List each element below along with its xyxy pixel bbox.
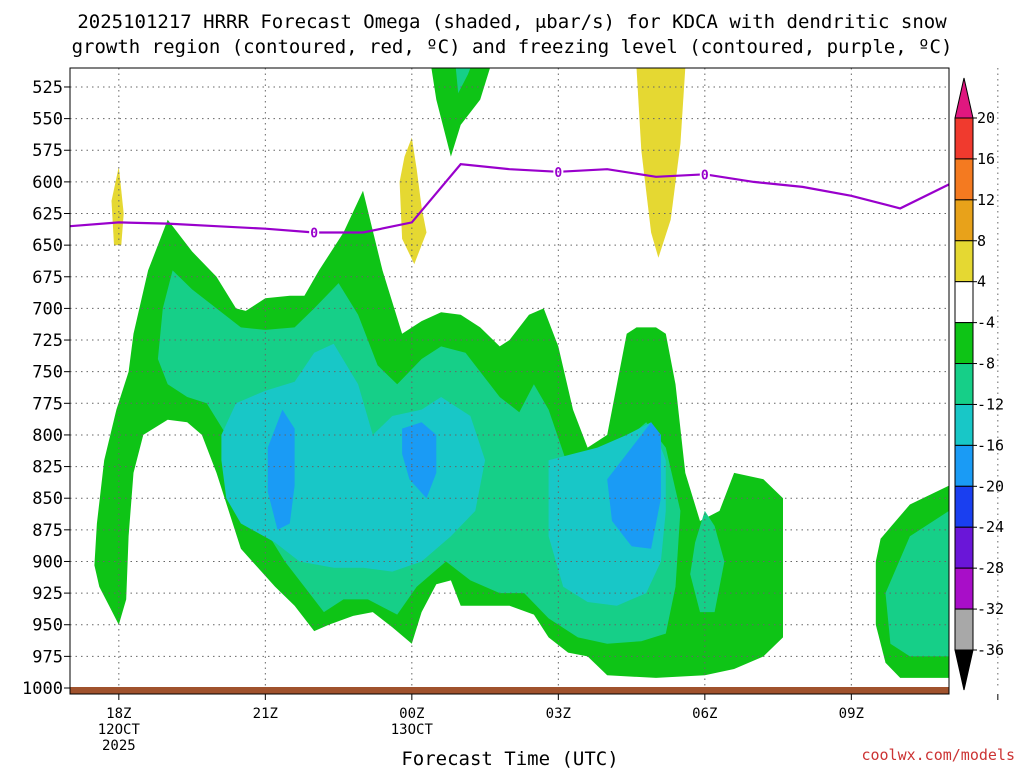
grid-lines [70, 68, 999, 689]
omega-colorbar: 20 16 12 8 4 -4 -8 -12 -16 -20 -24 -28 -32 -36 [954, 77, 1004, 691]
chart-title-line-1: 2025101217 HRRR Forecast Omega (shaded, … [77, 11, 947, 33]
y-tick-label-750: 750 [32, 363, 63, 383]
pressure-axis: 525 550 575 600 625 650 675 700 725 750 775 800 825 8… [22, 78, 70, 699]
colorbar-label-12: -32 [977, 600, 1004, 618]
colorbar-bin-1 [954, 117, 974, 160]
y-tick-label-850: 850 [32, 489, 63, 509]
y-tick-label-925: 925 [32, 584, 63, 604]
ground-surface-bar [70, 687, 949, 694]
colorbar-bin-12 [954, 567, 974, 610]
y-tick-label-700: 700 [32, 299, 63, 319]
y-tick-label-600: 600 [32, 173, 63, 193]
y-tick-label-675: 675 [32, 268, 63, 288]
omega-region-m16-11 [607, 422, 661, 549]
y-tick-label-800: 800 [32, 426, 63, 446]
omega-region-m4-2 [431, 68, 490, 157]
x-tick-label-06Z: 06Z [692, 706, 717, 722]
omega-region-p4-12 [111, 166, 124, 246]
colorbar-bin-10 [954, 485, 974, 528]
colorbar-bin-5 [954, 281, 974, 324]
x-tick-label-00Z: 00Z [399, 706, 424, 722]
omega-region-m16-9 [267, 409, 295, 530]
site-credit[interactable]: coolwx.com/models [861, 746, 1015, 764]
y-tick-label-825: 825 [32, 458, 63, 478]
colorbar-bin-13 [954, 608, 974, 651]
freezing-level-label-0: 0 [310, 226, 318, 241]
x-tick-label-09Z: 09Z [839, 706, 864, 722]
y-tick-label-625: 625 [32, 205, 63, 225]
y-tick-label-575: 575 [32, 141, 63, 161]
y-tick-label-775: 775 [32, 394, 63, 414]
colorbar-label-8: -16 [977, 436, 1004, 454]
colorbar-bin-6 [954, 322, 974, 365]
omega-region-p4-13 [399, 137, 427, 265]
colorbar-label-4: 4 [977, 273, 986, 291]
colorbar-label-6: -8 [977, 355, 995, 373]
plot-frame [69, 67, 950, 695]
colorbar-label-5: -4 [977, 314, 995, 332]
colorbar-label-0: 20 [977, 109, 995, 127]
y-tick-label-875: 875 [32, 521, 63, 541]
omega-region-m8-5 [885, 510, 949, 657]
colorbar-label-2: 12 [977, 191, 995, 209]
freezing-level-label-1: 0 [554, 166, 562, 181]
colorbar-label-7: -12 [977, 395, 1004, 413]
colorbar-bin-9 [954, 444, 974, 487]
colorbar-label-13: -36 [977, 641, 1004, 659]
colorbar-label-3: 8 [977, 232, 986, 250]
x-date-label-13OCT: 13OCT [391, 722, 434, 738]
colorbar-bin-3 [954, 199, 974, 242]
x-tick-label-03Z: 03Z [546, 706, 571, 722]
colorbar-label-10: -24 [977, 518, 1004, 536]
omega-region-m8-6 [455, 68, 471, 94]
freezing-level-label-2: 0 [701, 168, 709, 183]
x-axis-label: Forecast Time (UTC) [401, 748, 618, 768]
x-tick-label-21Z: 21Z [253, 706, 278, 722]
colorbar-top-arrow [954, 77, 974, 119]
chart-title-line-2: growth region (contoured, red, ºC) and f… [72, 36, 953, 58]
colorbar-bin-11 [954, 526, 974, 569]
omega-region-m16-10 [402, 422, 437, 499]
colorbar-bottom-arrow [954, 649, 974, 691]
y-tick-label-975: 975 [32, 647, 63, 667]
colorbar-bin-2 [954, 158, 974, 201]
omega-region-m8-4 [690, 510, 725, 613]
freezing-level-label-bg-0 [309, 224, 320, 240]
y-tick-label-1000: 1000 [22, 679, 63, 699]
y-tick-label-725: 725 [32, 331, 63, 351]
y-tick-label-525: 525 [32, 78, 63, 98]
colorbar-bin-7 [954, 363, 974, 405]
omega-shading [94, 68, 949, 678]
x-date-label-2025: 2025 [102, 738, 136, 754]
y-tick-label-900: 900 [32, 552, 63, 572]
colorbar-label-11: -28 [977, 559, 1004, 577]
freezing-level-label-bg-1 [553, 163, 564, 179]
colorbar-bin-8 [954, 403, 974, 446]
y-tick-label-550: 550 [32, 110, 63, 130]
freezing-level-contour: 0 0 0 [70, 163, 949, 241]
y-tick-label-950: 950 [32, 616, 63, 636]
omega-region-p4-14 [636, 68, 686, 258]
freezing-level-line [70, 163, 949, 234]
colorbar-label-1: 16 [977, 150, 995, 168]
x-tick-label-18Z: 18Z [106, 706, 131, 722]
freezing-level-label-bg-2 [699, 166, 710, 182]
y-tick-label-650: 650 [32, 236, 63, 256]
x-date-label-12OCT: 12OCT [98, 722, 141, 738]
colorbar-label-9: -20 [977, 477, 1004, 495]
colorbar-bin-4 [954, 240, 974, 283]
